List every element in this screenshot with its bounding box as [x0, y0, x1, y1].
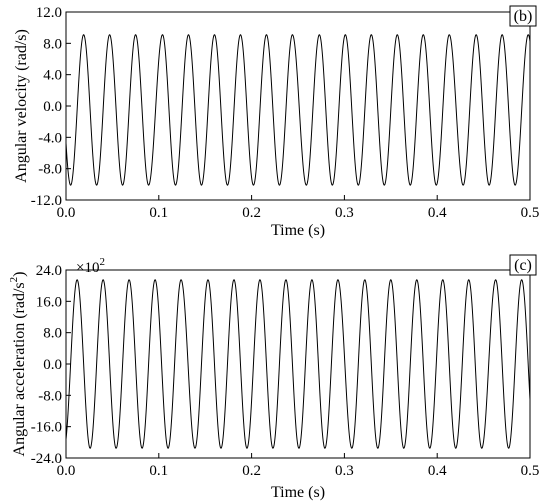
acceleration-y-axis-label-end: )	[11, 272, 28, 277]
acceleration-panel-label: (c)	[514, 257, 532, 274]
acceleration-series-line	[65, 279, 531, 449]
velocity-y-tick-label: -12.0	[31, 193, 62, 209]
acceleration-x-axis-label: Time (s)	[271, 484, 325, 501]
acceleration-y-tick-label: -8.0	[38, 388, 62, 404]
acceleration-y-ticks: -24.0 -16.0 -8.0 0.0 8.0 16.0 24.0	[31, 263, 71, 467]
velocity-x-axis-label: Time (s)	[271, 222, 325, 239]
acceleration-panel-label-frame	[509, 254, 537, 276]
acceleration-multiplier-base: ×10	[76, 260, 99, 276]
velocity-series-line	[65, 34, 531, 186]
velocity-x-tick-label: 0.5	[521, 205, 540, 221]
velocity-y-tick-label: 12.0	[36, 5, 62, 21]
acceleration-y-tick-label: 0.0	[43, 357, 62, 373]
acceleration-panel: 0.0 0.1 0.2 0.3 0.4 0.5 -24.0 -16.0 -8.0 0.0 8.0 1…	[8, 254, 540, 501]
velocity-y-ticks: -12.0 -8.0 -4.0 0.0 4.0 8.0 12.0	[31, 5, 71, 209]
acceleration-multiplier-exponent: 2	[99, 256, 105, 268]
acceleration-x-tick-label: 0.0	[57, 463, 76, 479]
acceleration-y-axis-label-sup: 2	[8, 277, 20, 283]
acceleration-x-tick-label: 0.3	[335, 463, 354, 479]
velocity-y-tick-label: 0.0	[43, 99, 62, 115]
velocity-panel-label: (b)	[514, 8, 533, 25]
velocity-y-tick-label: 4.0	[43, 68, 62, 84]
acceleration-x-tick-label: 0.5	[521, 463, 540, 479]
velocity-x-tick-label: 0.4	[428, 205, 447, 221]
velocity-x-ticks: 0.0 0.1 0.2 0.3 0.4 0.5	[57, 195, 540, 221]
velocity-panel-label-box: (b)	[509, 5, 537, 27]
acceleration-y-tick-label: -24.0	[31, 451, 62, 467]
acceleration-y-axis-label-main: Angular acceleration (rad/s	[11, 282, 28, 456]
velocity-x-tick-label: 0.1	[149, 205, 168, 221]
acceleration-y-tick-label: 24.0	[36, 263, 62, 279]
acceleration-x-tick-label: 0.2	[242, 463, 261, 479]
acceleration-y-tick-label: -16.0	[31, 420, 62, 436]
velocity-y-axis-label: Angular velocity (rad/s)	[13, 29, 30, 183]
velocity-x-tick-label: 0.0	[57, 205, 76, 221]
acceleration-x-ticks: 0.0 0.1 0.2 0.3 0.4 0.5	[57, 453, 540, 479]
acceleration-y-tick-label: 8.0	[43, 326, 62, 342]
acceleration-x-tick-label: 0.1	[149, 463, 168, 479]
velocity-y-tick-label: 8.0	[43, 36, 62, 52]
acceleration-x-tick-label: 0.4	[428, 463, 447, 479]
velocity-y-tick-label: -4.0	[38, 130, 62, 146]
velocity-y-tick-label: -8.0	[38, 162, 62, 178]
velocity-x-tick-label: 0.2	[242, 205, 261, 221]
acceleration-panel-label-box: (c)	[509, 254, 537, 276]
acceleration-y-tick-label: 16.0	[36, 294, 62, 310]
velocity-panel-label-frame	[509, 5, 537, 27]
velocity-panel: 0.0 0.1 0.2 0.3 0.4 0.5 -12.0 -8.0 -4.0 0.0 4.0 8.…	[13, 5, 539, 239]
acceleration-multiplier: ×102	[76, 256, 105, 276]
velocity-x-tick-label: 0.3	[335, 205, 354, 221]
acceleration-y-axis-label: Angular acceleration (rad/s2)	[8, 272, 28, 457]
